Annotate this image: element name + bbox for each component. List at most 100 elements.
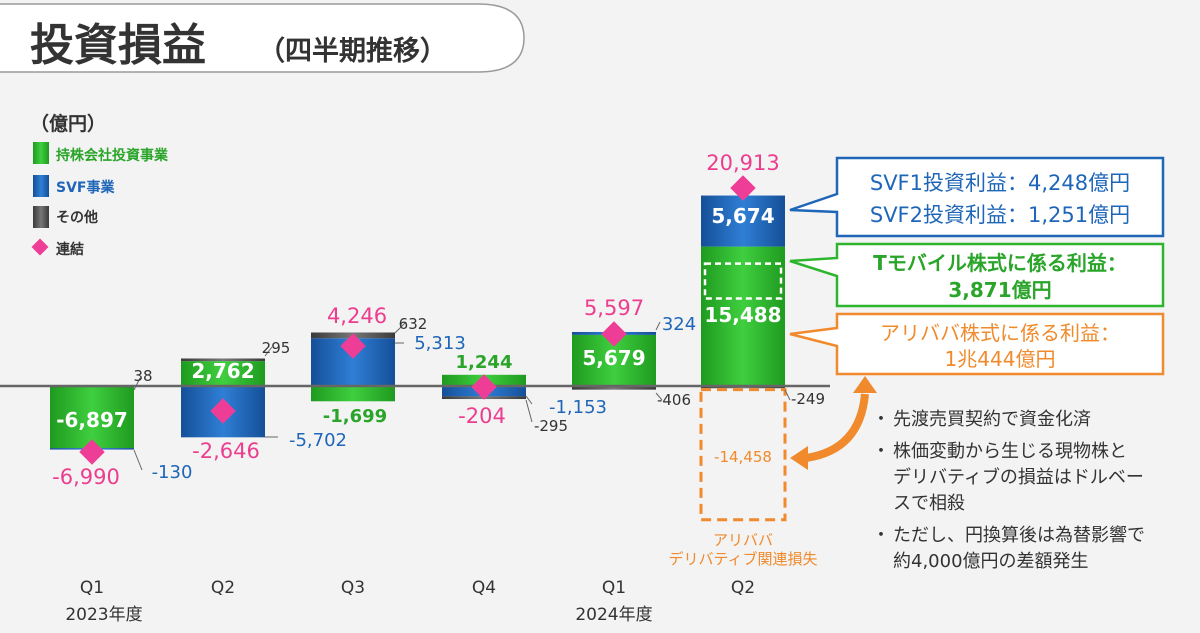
connector-other-q3 — [394, 321, 407, 334]
data-label-svf-q4: -1,153 — [549, 397, 607, 418]
connector-other-q1 — [133, 377, 141, 391]
bar-holding-q6 — [701, 246, 785, 386]
data-label-holding-q2: 2,762 — [191, 359, 254, 383]
alibaba-loss-box — [699, 388, 787, 522]
data-label-other-q3: 632 — [399, 315, 428, 333]
note-bullet-1: ・ — [872, 409, 890, 430]
bar-svf-q6 — [701, 195, 785, 247]
title-frame — [0, 3, 525, 73]
data-label-consolidated-q3: 4,246 — [327, 304, 387, 328]
svf2-gain-text: SVF2投資利益：1,251億円 — [870, 203, 1130, 227]
legend-label-consolidated: 連結 — [56, 241, 84, 258]
data-label-other-q6: -249 — [791, 390, 825, 408]
data-label-other-q1: 38 — [133, 367, 152, 385]
bar-holding-q3 — [311, 386, 395, 402]
tick-label-q1-2023: Q1 — [80, 578, 104, 598]
notes-list: ・先渡売買契約で資金化済・ 株価変動から生じる現物株とデリバティブの損益はドルベー… — [872, 409, 1145, 572]
data-label-consolidated-q5: 5,597 — [584, 296, 644, 320]
marker-consolidated-q4 — [471, 374, 497, 400]
bar-other-q5 — [572, 386, 656, 390]
offset-arrowhead-left — [790, 446, 808, 470]
alibaba-loss-caption-1: アリババ — [713, 531, 773, 549]
data-label-consolidated-q1: -6,990 — [52, 465, 120, 489]
note-3-line-1: ただし、円換算後は為替影響で — [893, 525, 1145, 546]
data-label-other-q2: 295 — [262, 339, 291, 357]
legend-swatch-other — [33, 206, 49, 228]
data-label-svf-q5: 324 — [662, 314, 696, 335]
offset-arrow — [790, 376, 877, 470]
offset-arrow-curve — [805, 393, 869, 462]
data-label-svf-q1: -130 — [152, 462, 193, 483]
svf-callout-frame — [789, 156, 1165, 238]
alibaba-callout-frame — [789, 312, 1165, 376]
bar-other-q2 — [181, 358, 265, 362]
tick-label-q1-2024: Q1 — [602, 578, 626, 598]
bar-holding-q2 — [181, 361, 265, 386]
alibaba-loss-caption-2: デリバティブ関連損失 — [668, 550, 817, 568]
tmobile-gain-line1: Tモバイル株式に係る利益： — [873, 251, 1127, 275]
legend-swatch-svf — [33, 175, 49, 197]
legend-label-holding: 持株会社投資事業 — [56, 147, 169, 164]
marker-consolidated-q3 — [340, 333, 366, 359]
alibaba-callout: アリババ株式に係る利益： 1兆444億円 — [789, 312, 1165, 376]
data-label-consolidated-q4: -204 — [458, 404, 506, 428]
data-label-holding-q6: 15,488 — [704, 303, 781, 327]
note-2-line-1: 株価変動から生じる現物株と — [893, 441, 1127, 462]
data-label-other-q5: -406 — [657, 391, 691, 409]
note-bullet-3: ・ — [872, 525, 890, 546]
bar-holding-q1 — [50, 386, 134, 449]
data-label-holding-q3: -1,699 — [323, 406, 387, 427]
connector-other-q2 — [264, 346, 273, 357]
marker-consolidated-q2 — [210, 398, 236, 424]
data-label-svf-q6: 5,674 — [711, 204, 774, 228]
note-3-line-2: 約4,000億円の差額発生 — [893, 551, 1089, 572]
x-axis: Q1 Q2 Q3 Q4 Q1 Q2 2023年度 2024年度 — [65, 578, 755, 625]
legend: 持株会社投資事業 SVF事業 その他 連結 — [31, 142, 169, 258]
fiscal-year-2023: 2023年度 — [65, 605, 142, 625]
tmobile-highlight-box — [703, 262, 783, 300]
data-label-other-q4: -295 — [534, 417, 568, 435]
note-2-line-2: デリバティブの損益はドルベー — [893, 466, 1144, 488]
marker-consolidated-q6 — [730, 175, 756, 201]
data-label-alibaba-loss: -14,458 — [714, 448, 772, 466]
fiscal-year-2024: 2024年度 — [575, 605, 652, 625]
legend-swatch-holding — [33, 142, 49, 164]
connector-other-q4 — [525, 399, 533, 423]
page-title: 投資損益 — [30, 20, 206, 71]
title-banner: 投資損益 （四半期推移） — [0, 3, 525, 73]
note-1-line-1: 先渡売買契約で資金化済 — [893, 409, 1091, 430]
note-2-line-3: スで相殺 — [893, 493, 965, 514]
data-label-consolidated-q2: -2,646 — [192, 439, 260, 463]
marker-consolidated-q5 — [601, 321, 627, 347]
svf1-gain-text: SVF1投資利益：4,248億円 — [870, 171, 1130, 195]
tick-label-q2-2023: Q2 — [211, 578, 235, 598]
legend-label-other: その他 — [56, 209, 98, 226]
data-label-holding-q4: 1,244 — [456, 352, 513, 373]
tmobile-gain-line2: 3,871億円 — [948, 278, 1051, 302]
connector-other-q6 — [784, 389, 791, 401]
svf-callout: SVF1投資利益：4,248億円 SVF2投資利益：1,251億円 — [789, 156, 1165, 238]
tmobile-callout: Tモバイル株式に係る利益： 3,871億円 — [789, 242, 1165, 308]
data-label-svf-q2: -5,702 — [289, 430, 347, 451]
connector-svf-q1 — [133, 449, 143, 471]
data-label-holding-q1: -6,897 — [56, 408, 128, 432]
note-bullet-2: ・ — [872, 441, 890, 462]
tick-label-q2-2024: Q2 — [731, 578, 755, 598]
connector-other-q5 — [655, 392, 663, 401]
unit-label: （億円） — [30, 112, 106, 135]
data-label-holding-q5: 5,679 — [582, 346, 645, 370]
data-label-svf-q3: 5,313 — [414, 333, 466, 354]
tick-label-q4-2023: Q4 — [472, 578, 496, 598]
page-subtitle: （四半期推移） — [258, 36, 447, 67]
legend-label-svf: SVF事業 — [56, 179, 115, 196]
connector-svf-q4 — [525, 395, 533, 405]
tick-label-q3-2023: Q3 — [341, 578, 365, 598]
marker-consolidated-q1 — [79, 439, 105, 465]
data-label-consolidated-q6: 20,913 — [706, 151, 779, 175]
alibaba-gain-line1: アリババ株式に係る利益： — [880, 321, 1120, 345]
offset-arrowhead-up — [853, 376, 877, 393]
legend-marker-consolidated — [31, 238, 49, 256]
tmobile-callout-frame — [789, 242, 1165, 308]
alibaba-gain-line2: 1兆444億円 — [945, 347, 1056, 371]
connector-svf-q5 — [655, 321, 661, 331]
